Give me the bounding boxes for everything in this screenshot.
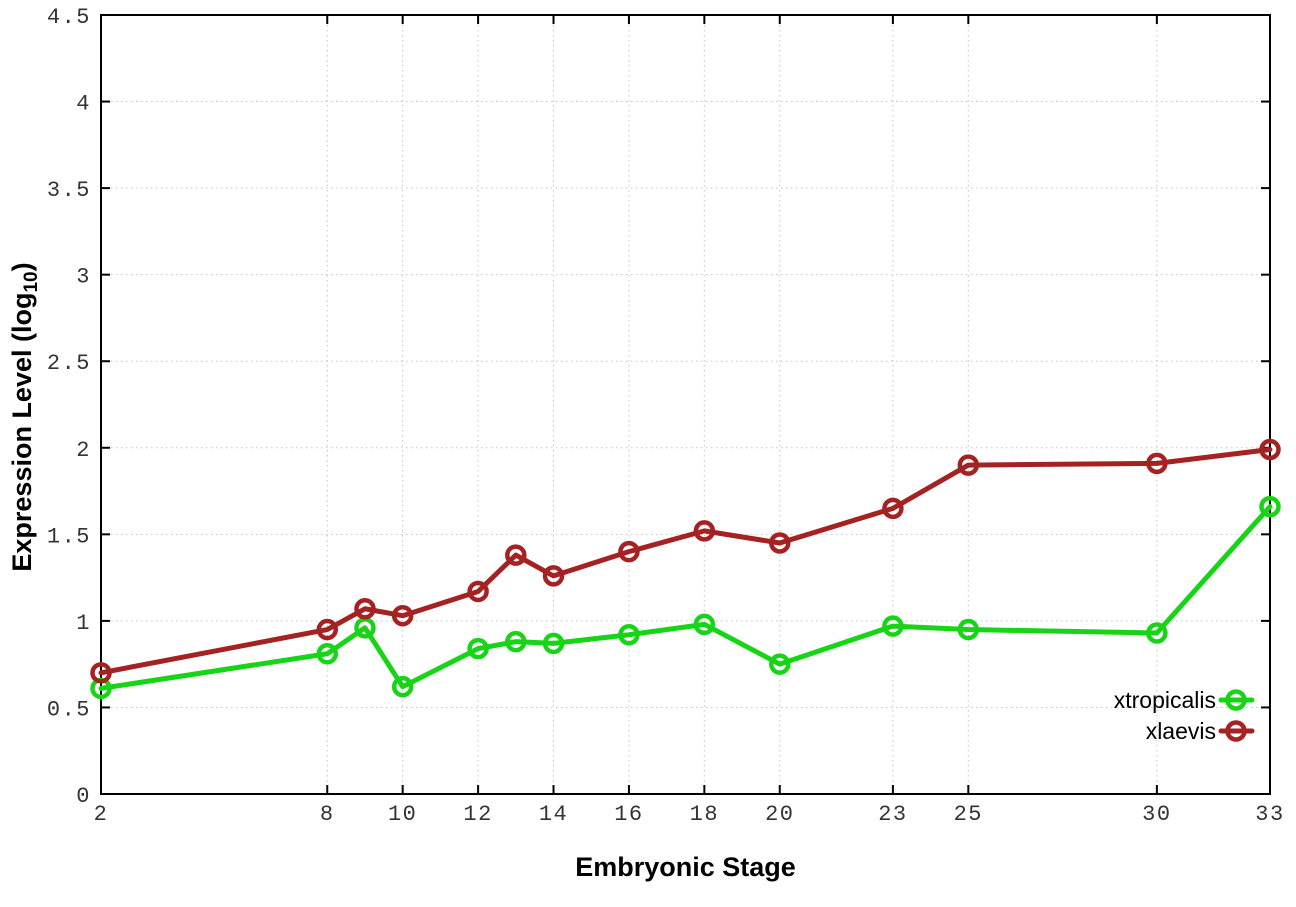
- data-point-xlaevis: [391, 604, 414, 627]
- x-tick-label: 30: [1142, 802, 1171, 827]
- data-point-xtropicalis: [957, 618, 980, 641]
- data-point-xtropicalis: [467, 637, 489, 660]
- data-point-xtropicalis: [316, 643, 339, 665]
- y-tick-label: 2.5: [47, 351, 91, 376]
- data-point-xlaevis: [90, 662, 112, 684]
- data-point-xlaevis: [354, 598, 376, 620]
- x-tick-label: 25: [954, 802, 983, 827]
- x-tick-label: 10: [388, 802, 417, 827]
- y-tick-label: 2: [76, 438, 91, 463]
- data-point-xlaevis: [316, 618, 339, 641]
- y-tick-label: 0.5: [47, 697, 91, 722]
- data-point-xlaevis: [769, 532, 791, 554]
- y-axis-title-suffix: ): [6, 262, 37, 272]
- data-point-xtropicalis: [1259, 495, 1281, 518]
- series-line-xtropicalis: [98, 504, 1273, 691]
- legend-marker-xtropicalis: [1225, 689, 1247, 711]
- legend-marker-xlaevis: [1225, 720, 1247, 742]
- x-axis-title: Embryonic Stage: [575, 852, 796, 882]
- data-point-xtropicalis: [769, 653, 791, 675]
- y-tick-label: 4.5: [47, 5, 91, 30]
- series-line-xlaevis: [98, 447, 1273, 676]
- y-axis-title: Expression Level (log10): [7, 262, 43, 571]
- data-point-xtropicalis: [882, 615, 904, 637]
- y-axis-title-text: Expression Level (log: [6, 292, 37, 572]
- data-point-xtropicalis: [693, 613, 716, 636]
- data-point-xlaevis: [1146, 452, 1168, 475]
- x-tick-label: 23: [878, 802, 907, 827]
- x-tick-label: 16: [614, 802, 643, 827]
- x-tick-label: 33: [1255, 802, 1284, 827]
- legend-label-xtropicalis: xtropicalis: [1114, 687, 1216, 713]
- x-tick-label: 8: [320, 802, 335, 827]
- y-axis-title-subscript: 10: [21, 271, 43, 293]
- data-point-xlaevis: [505, 544, 527, 566]
- plot-border: [100, 14, 1271, 795]
- x-tick-label: 2: [94, 802, 109, 827]
- x-tick-label: 20: [765, 802, 794, 827]
- data-point-xlaevis: [618, 540, 640, 563]
- data-point-xtropicalis: [618, 623, 640, 646]
- data-point-xtropicalis: [391, 675, 414, 698]
- x-tick-label: 12: [463, 802, 492, 827]
- y-tick-label: 1: [76, 611, 91, 636]
- data-point-xtropicalis: [505, 630, 527, 653]
- data-point-xlaevis: [693, 520, 716, 542]
- x-tick-label: 18: [690, 802, 719, 827]
- data-point-xlaevis: [542, 565, 565, 587]
- data-point-xlaevis: [467, 580, 489, 603]
- legend-label-xlaevis: xlaevis: [1146, 718, 1216, 744]
- data-point-xtropicalis: [542, 632, 565, 655]
- data-point-xlaevis: [957, 454, 980, 476]
- x-tick-label: 14: [539, 802, 568, 827]
- data-point-xlaevis: [882, 497, 904, 520]
- data-point-xlaevis: [1259, 438, 1281, 461]
- y-tick-label: 3.5: [47, 178, 91, 203]
- y-tick-label: 3: [76, 265, 91, 290]
- data-point-xtropicalis: [1146, 622, 1168, 644]
- y-tick-label: 4: [76, 92, 91, 117]
- y-tick-label: 0: [76, 784, 91, 809]
- y-tick-label: 1.5: [47, 524, 91, 549]
